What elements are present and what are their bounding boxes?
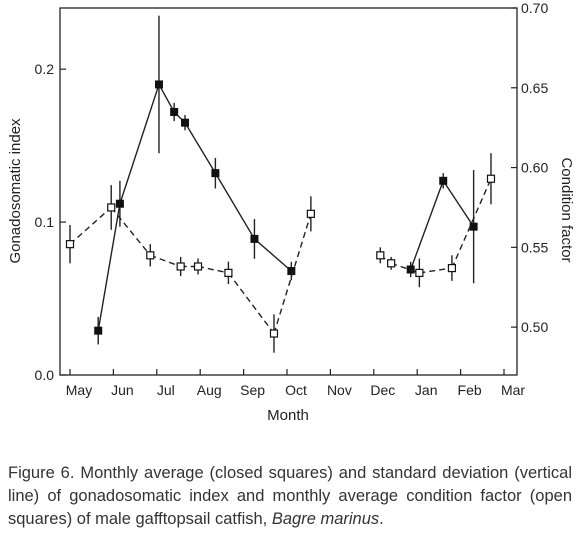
series-0-segment	[119, 84, 160, 204]
x-tick-label: Dec	[370, 382, 395, 398]
series-1-segment	[110, 207, 151, 256]
series-0-point	[94, 326, 103, 335]
series-1-segment	[419, 267, 453, 274]
x-tick-label: Nov	[327, 382, 352, 398]
y2-tick-label: 0.70	[521, 0, 548, 16]
series-1-segment	[273, 213, 312, 334]
series-1-point	[193, 262, 203, 271]
x-tick-label: Jun	[111, 382, 134, 398]
caption-text: Figure 6. Monthly average (closed square…	[8, 464, 572, 528]
y2-axis-title: Condition factor	[558, 157, 575, 262]
y2-tick-label: 0.60	[521, 160, 548, 176]
plot-frame	[59, 7, 518, 376]
chart: 0.0 0.1 0.2 0.50 0.55 0.60 0.65 0.70 May Jun Jul…	[7, 0, 575, 424]
series-1-point	[306, 209, 315, 218]
series-1-point	[176, 262, 185, 271]
x-tick-label: Feb	[458, 382, 482, 398]
series-1-point	[387, 259, 396, 268]
figure-caption: Figure 6. Monthly average (closed square…	[8, 462, 572, 531]
y2-tick-label: 0.55	[521, 239, 548, 255]
series-1-point	[224, 268, 233, 277]
series-0-point	[154, 80, 163, 89]
x-tick-label: Jul	[157, 382, 175, 398]
series-0-point	[181, 118, 190, 127]
right-axis: 0.50 0.55 0.60 0.65 0.70	[511, 0, 548, 335]
series-layer	[65, 15, 496, 353]
series-0-point	[439, 176, 448, 185]
series-1-point	[447, 263, 457, 273]
series-1-segment	[390, 262, 420, 274]
series-0-point	[115, 199, 124, 208]
series-0-segment	[158, 84, 175, 113]
series-1-point	[107, 203, 116, 212]
series-1-segment	[150, 254, 181, 268]
series-1-point	[65, 240, 75, 249]
left-axis: 0.0 0.1 0.2	[35, 61, 66, 383]
series-0-point	[170, 107, 179, 116]
series-1-segment	[69, 206, 112, 245]
series-1-point	[146, 251, 155, 260]
y-tick-label: 0.1	[35, 214, 55, 230]
x-tick-label: Aug	[197, 382, 222, 398]
series-0-point	[250, 234, 259, 243]
series-1-segment	[197, 265, 229, 274]
series-1-point	[376, 251, 385, 260]
series-0-point	[211, 169, 220, 178]
y-tick-label: 0.2	[35, 61, 55, 77]
series-0-segment	[442, 180, 475, 228]
x-tick-label: Sep	[240, 382, 265, 398]
y-axis-title: Gonadosomatic index	[7, 118, 24, 264]
x-tick-label: Oct	[285, 382, 307, 398]
x-axis: May Jun Jul Aug Sep Oct Nov Dec Jan Feb Mar	[66, 369, 525, 398]
x-tick-label: Jan	[415, 382, 438, 398]
y2-tick-label: 0.65	[521, 80, 548, 96]
series-0-segment	[214, 172, 256, 240]
x-axis-title: Month	[267, 407, 309, 424]
x-tick-label: Mar	[501, 382, 525, 398]
series-1-segment	[227, 272, 275, 334]
series-0-segment	[253, 238, 292, 272]
x-tick-label: May	[66, 382, 92, 398]
series-1-point	[415, 268, 424, 277]
series-1-point	[486, 174, 496, 183]
caption-species: Bagre marinus	[271, 510, 380, 528]
series-0-segment	[184, 122, 216, 174]
y2-tick-label: 0.50	[521, 319, 548, 335]
caption-end: .	[379, 510, 384, 528]
y-tick-label: 0.0	[35, 367, 55, 383]
series-0-point	[287, 267, 296, 276]
series-0-segment	[97, 203, 121, 331]
series-1-segment	[451, 178, 492, 269]
series-0-segment	[410, 180, 444, 270]
series-1-point	[269, 329, 279, 338]
series-0-point	[469, 222, 478, 231]
